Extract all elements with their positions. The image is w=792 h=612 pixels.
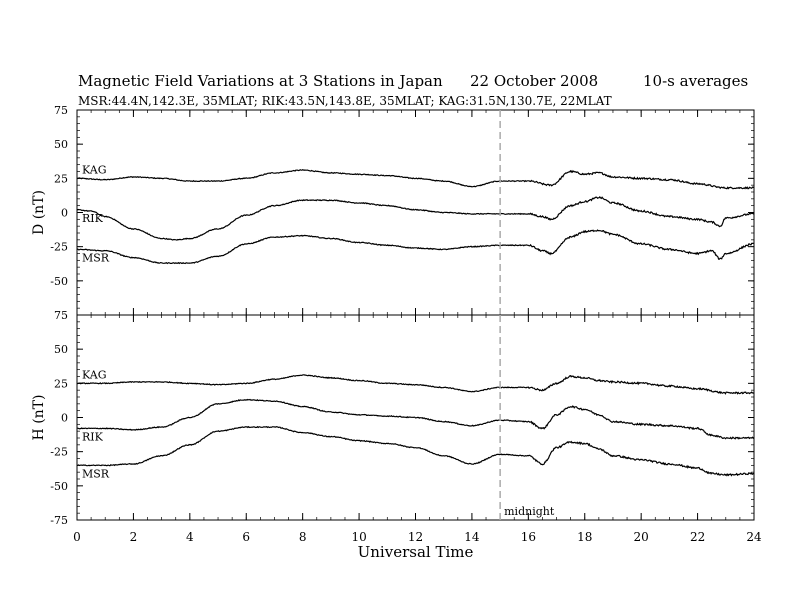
- y-tick-label: 0: [61, 207, 68, 220]
- x-tick-label: 20: [634, 530, 649, 544]
- x-tick-label: 16: [521, 530, 536, 544]
- chart-title: Magnetic Field Variations at 3 Stations …: [78, 72, 443, 90]
- y-axis-label: H (nT): [31, 395, 47, 441]
- series-line-msr: [77, 425, 755, 477]
- y-tick-label: 0: [61, 412, 68, 425]
- y-tick-label: 25: [54, 172, 68, 185]
- series-line-kag: [76, 374, 755, 395]
- series-label-kag: KAG: [82, 163, 107, 176]
- y-tick-label: 25: [54, 377, 68, 390]
- averaging-label: 10-s averages: [643, 72, 749, 90]
- y-tick-label: 75: [54, 309, 68, 322]
- series-label-msr: MSR: [82, 251, 110, 264]
- chart-date: 22 October 2008: [470, 72, 599, 90]
- series-label-msr: MSR: [82, 467, 110, 480]
- x-tick-label: 24: [746, 530, 762, 544]
- station-coordinates: MSR:44.4N,142.3E, 35MLAT; RIK:43.5N,143.…: [78, 94, 612, 108]
- series-line-rik: [76, 195, 755, 241]
- x-axis-label: Universal Time: [358, 543, 474, 561]
- x-tick-label: 14: [464, 530, 480, 544]
- x-tick-label: 6: [242, 530, 250, 544]
- y-tick-label: 50: [54, 138, 68, 151]
- y-tick-label: -25: [50, 241, 68, 254]
- x-tick-label: 10: [351, 530, 366, 544]
- y-tick-label: -75: [50, 514, 68, 527]
- x-tick-label: 0: [73, 530, 81, 544]
- y-tick-label: 50: [54, 343, 68, 356]
- y-axis-label: D (nT): [31, 190, 47, 235]
- series-line-rik: [76, 398, 755, 440]
- x-tick-label: 8: [299, 530, 307, 544]
- series-label-kag: KAG: [82, 368, 107, 381]
- x-tick-label: 2: [130, 530, 138, 544]
- series-label-rik: RIK: [82, 430, 104, 443]
- x-tick-label: 4: [186, 530, 194, 544]
- x-tick-label: 18: [577, 530, 592, 544]
- x-tick-label: 12: [408, 530, 423, 544]
- x-tick-label: 22: [690, 530, 705, 544]
- series-label-rik: RIK: [82, 212, 104, 225]
- y-tick-label: 75: [54, 104, 68, 117]
- series-line-msr: [77, 229, 755, 265]
- y-tick-label: -50: [50, 480, 68, 493]
- y-tick-label: -25: [50, 446, 68, 459]
- midnight-label: midnight: [504, 505, 555, 518]
- y-tick-label: -50: [50, 275, 68, 288]
- series-line-kag: [76, 169, 755, 190]
